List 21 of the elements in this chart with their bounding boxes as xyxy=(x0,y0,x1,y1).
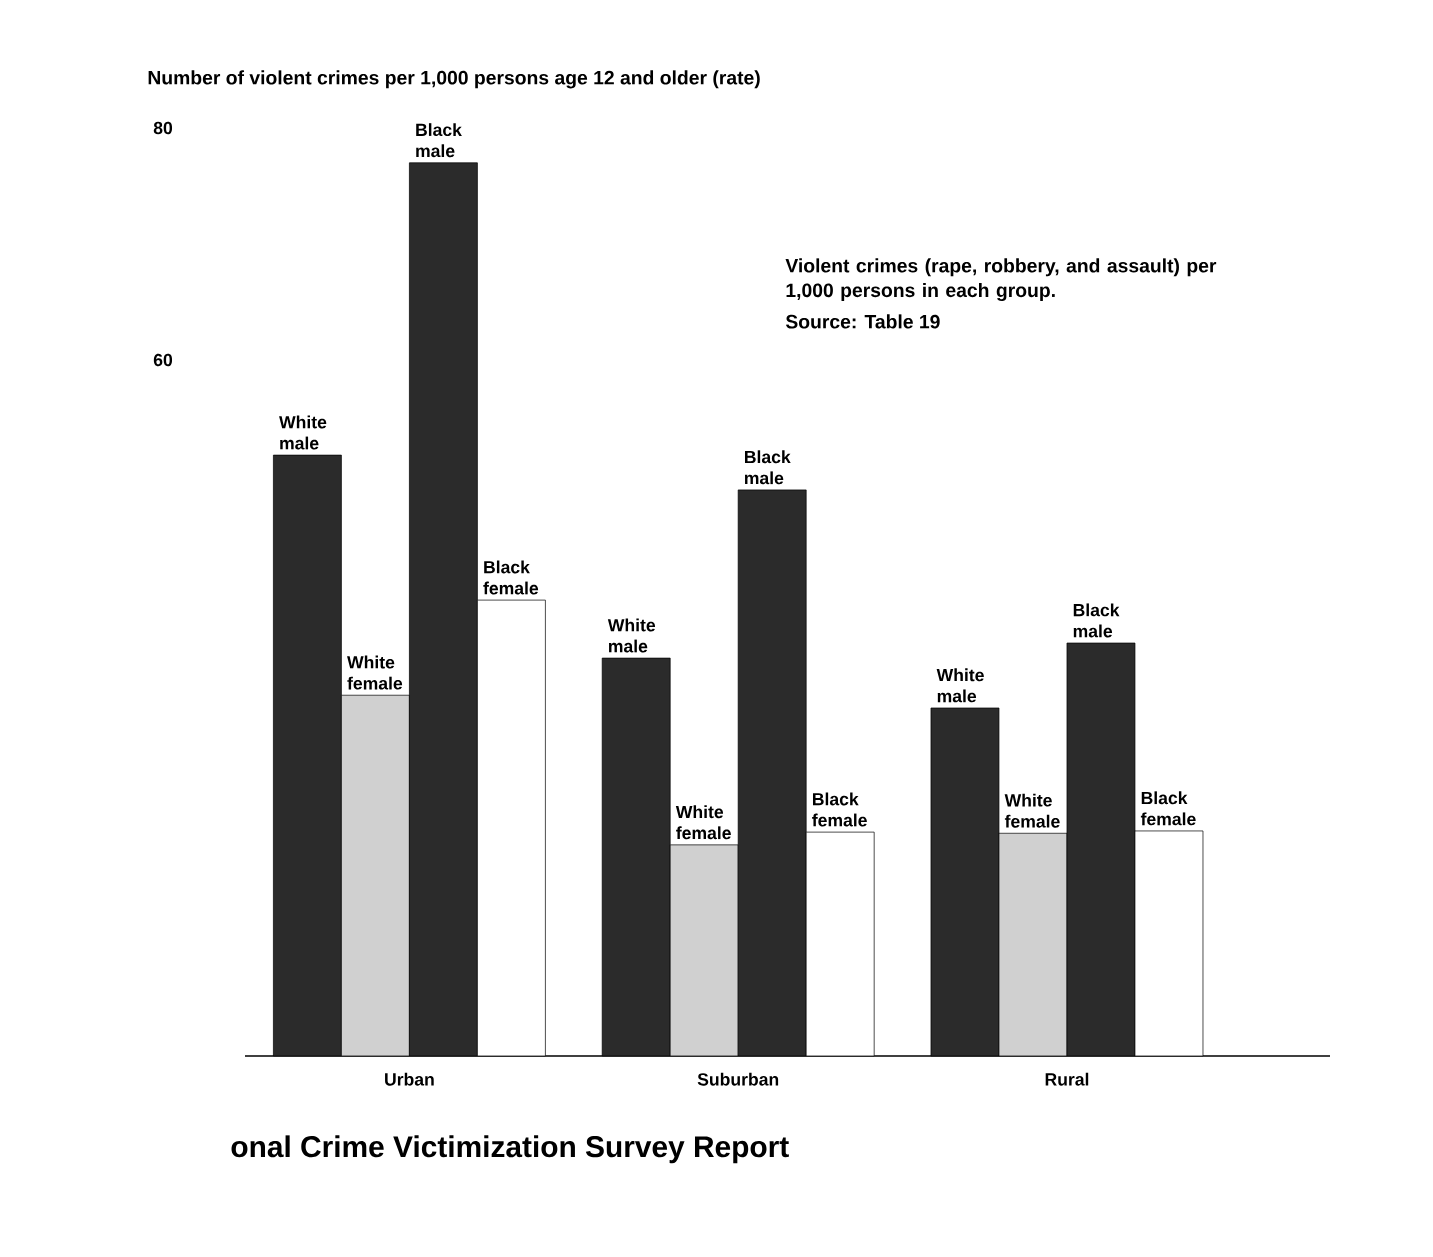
text: Black male xyxy=(416,123,462,158)
text: White male xyxy=(936,668,984,703)
series-label: White female xyxy=(675,805,731,840)
series-label: White male xyxy=(279,415,327,450)
x-tick-label: Rural xyxy=(1045,1072,1089,1086)
text: Black male xyxy=(744,450,791,485)
text: Black female xyxy=(1140,791,1196,826)
y-axis-title: Number of violent crimes per 1,000 persons age 12 and older (rate) xyxy=(148,70,760,89)
text: White female xyxy=(347,655,403,690)
series-label: Black male xyxy=(1073,603,1120,638)
series-label: Black female xyxy=(483,560,539,595)
text: White male xyxy=(607,618,656,653)
x-tick-label: Urban xyxy=(385,1072,434,1086)
text: Black female xyxy=(812,792,867,827)
annotation: Violent crimes (rape, robbery, and assault) per 1,000 persons in each group. xyxy=(785,258,1217,302)
text: White female xyxy=(1004,793,1060,828)
y-tick-label: 80 xyxy=(153,121,173,135)
y-tick-label: 60 xyxy=(153,353,173,367)
text: onal Crime Victimization Survey Report xyxy=(231,1135,789,1164)
annotation: Source: Table 19 xyxy=(785,314,940,329)
x-tick-label: Suburban xyxy=(697,1072,779,1086)
